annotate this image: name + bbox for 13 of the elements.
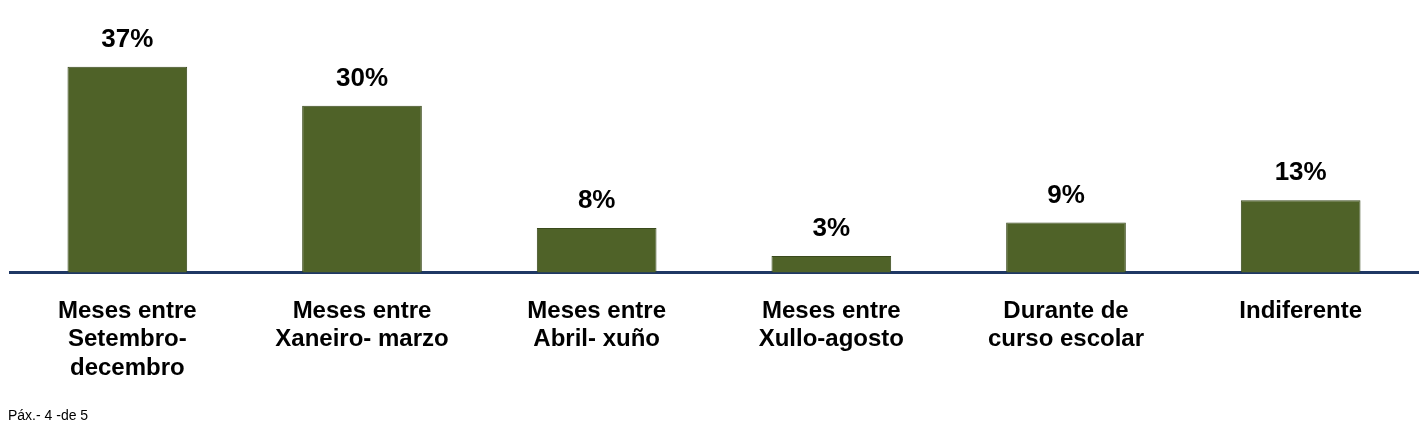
data-label: 8%: [577, 184, 616, 215]
x-tick-label: Meses entre Xaneiro- marzo: [275, 295, 449, 352]
x-tick-label: Indiferente: [1239, 295, 1363, 323]
data-label: 37%: [101, 22, 154, 53]
x-tick-label: Durante de curso escolar: [987, 295, 1145, 352]
data-label: 9%: [1047, 178, 1085, 209]
data-label: 3%: [812, 212, 851, 243]
text: Páx.- 4 -de 5: [8, 407, 89, 423]
x-tick-label: Meses entre Xullo-agosto: [758, 295, 904, 352]
x-tick-label: Meses entre Setembro-decembro: [57, 295, 197, 381]
data-label: 13%: [1274, 156, 1327, 187]
data-label: 30%: [335, 61, 389, 92]
x-tick-label: Meses entre Abril- xuño: [527, 295, 667, 352]
